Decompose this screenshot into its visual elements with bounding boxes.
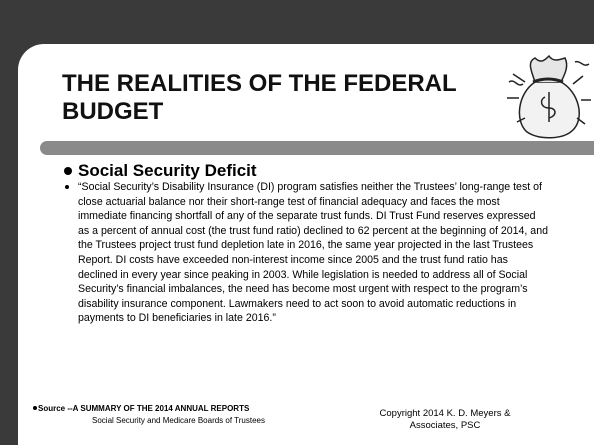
source-subline: Social Security and Medicare Boards of T… xyxy=(92,416,265,425)
paragraph-bullet xyxy=(65,185,69,189)
heading-bullet xyxy=(64,167,72,175)
copyright: Copyright 2014 K. D. Meyers & Associates… xyxy=(379,408,511,431)
money-bag-icon xyxy=(507,54,591,139)
slide-title: THE REALITIES OF THE FEDERAL BUDGET xyxy=(62,70,457,125)
source-line: Source --A SUMMARY OF THE 2014 ANNUAL RE… xyxy=(38,404,250,413)
slide-panel xyxy=(18,44,594,445)
source-bullet xyxy=(33,406,37,410)
title-band xyxy=(40,141,594,155)
section-heading: Social Security Deficit xyxy=(78,161,257,180)
quote-paragraph: “Social Security’s Disability Insurance … xyxy=(78,181,548,325)
